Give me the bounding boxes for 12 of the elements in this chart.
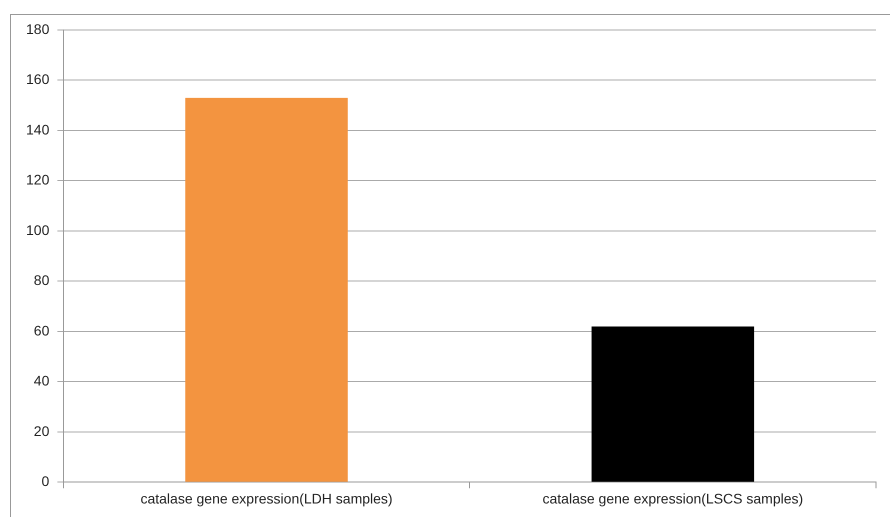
y-tick-label: 160 <box>26 71 50 88</box>
y-tick-label: 20 <box>34 422 50 439</box>
y-tick-label: 40 <box>34 372 50 389</box>
y-tick-label: 80 <box>34 272 50 288</box>
y-tick-label: 120 <box>26 172 50 188</box>
y-tick-label: 140 <box>26 121 50 138</box>
y-tick-label: 180 <box>26 20 50 37</box>
x-tick-label: catalase gene expression(LDH samples) <box>140 490 393 506</box>
y-tick-label: 60 <box>34 322 50 338</box>
x-tick-label: catalase gene expression(LSCS samples) <box>542 490 804 506</box>
y-tick-label: 0 <box>42 473 50 490</box>
y-tick-label: 100 <box>26 222 50 238</box>
